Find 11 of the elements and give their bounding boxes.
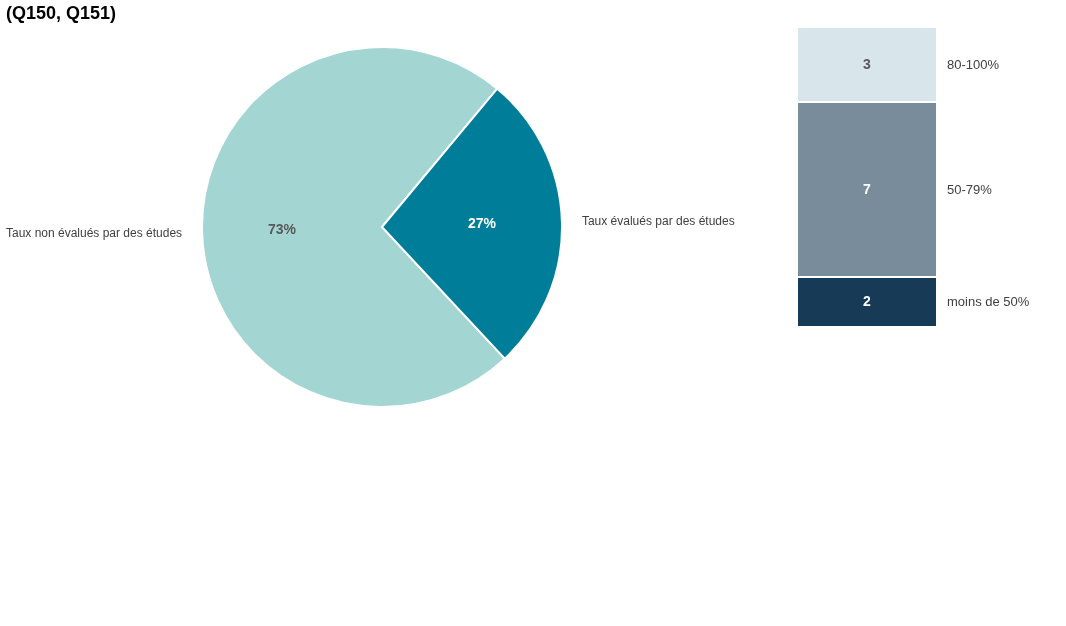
data-label: 27%: [467, 215, 497, 232]
slice-label: Taux non évalués par des études: [5, 225, 183, 240]
series-label: moins de 50%: [947, 294, 1030, 309]
data-label: 7: [863, 180, 872, 197]
data-label: 3: [863, 55, 872, 72]
slice-label: Taux évalués par des études: [581, 214, 735, 229]
chart-title: (Q150, Q151): [5, 3, 117, 23]
series-label: 50-79%: [947, 181, 993, 197]
data-label: 2: [863, 293, 872, 309]
series-label: 80-100%: [947, 56, 1000, 72]
data-label: 73%: [268, 220, 297, 237]
